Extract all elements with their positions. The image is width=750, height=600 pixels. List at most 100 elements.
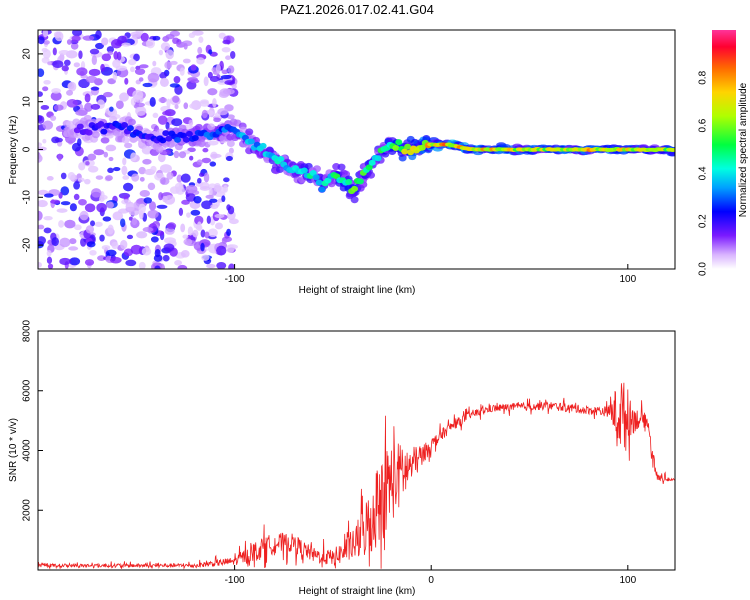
noise-blob: [125, 259, 137, 267]
ridge-core: [356, 178, 364, 185]
noise-blob: [41, 47, 48, 53]
noise-blob: [73, 62, 80, 68]
noise-blob: [72, 30, 83, 37]
ridge-halo: [105, 131, 114, 139]
noise-blob: [147, 209, 159, 219]
noise-blob: [52, 47, 57, 56]
noise-blob: [95, 175, 104, 180]
noise-blob: [226, 114, 235, 120]
noise-blob: [124, 77, 129, 85]
ridge-core: [76, 123, 84, 130]
ridge-core: [100, 128, 108, 135]
ridge-core: [277, 155, 285, 162]
noise-blob: [63, 59, 71, 66]
noise-blob: [139, 190, 151, 197]
noise-blob: [50, 91, 62, 101]
noise-blob: [221, 69, 229, 75]
noise-blob: [89, 249, 97, 256]
noise-blob: [71, 35, 81, 42]
noise-blob: [183, 102, 189, 110]
noise-blob: [221, 195, 226, 203]
noise-blob: [152, 60, 157, 67]
noise-blob: [101, 37, 109, 46]
ridge-core: [174, 136, 182, 143]
noise-blob: [46, 249, 52, 257]
noise-blob: [206, 215, 211, 224]
noise-blob: [174, 104, 179, 110]
noise-blob: [112, 211, 124, 221]
noise-blob: [185, 192, 196, 202]
noise-blob: [178, 207, 184, 217]
noise-blob: [145, 38, 156, 49]
noise-blob: [69, 238, 77, 245]
noise-blob: [217, 108, 229, 116]
snr-ytick-label: 6000: [22, 379, 33, 402]
spectrogram-image: [38, 30, 675, 269]
noise-blob: [107, 224, 114, 235]
noise-blob: [43, 79, 51, 85]
noise-blob: [139, 176, 145, 182]
noise-blob: [98, 196, 105, 202]
noise-blob: [111, 241, 119, 250]
noise-blob: [130, 97, 136, 106]
noise-blob: [231, 84, 237, 89]
noise-blob: [38, 68, 45, 77]
ridge-core: [97, 121, 105, 128]
ridge-halo: [91, 131, 100, 139]
colorbar-gradient: [712, 30, 736, 269]
noise-blob: [101, 245, 111, 250]
noise-blob: [85, 225, 95, 234]
noise-blob: [79, 210, 89, 221]
noise-blob: [201, 109, 208, 119]
noise-blob: [220, 74, 232, 80]
ridge-core: [247, 138, 255, 145]
noise-blob: [84, 93, 91, 103]
noise-blob: [38, 236, 46, 245]
noise-blob: [138, 203, 146, 214]
noise-blob: [201, 254, 210, 261]
noise-blob: [134, 102, 145, 108]
spectrogram-ytick-label: 0: [22, 146, 33, 152]
noise-blob: [107, 167, 114, 174]
noise-blob: [84, 178, 91, 185]
noise-blob: [130, 244, 143, 255]
noise-blob: [122, 157, 127, 166]
noise-blob: [100, 137, 110, 144]
snr-series-line: [38, 382, 675, 570]
noise-blob: [105, 144, 117, 152]
noise-blob: [157, 115, 168, 125]
noise-blob: [221, 237, 228, 244]
noise-blob: [165, 121, 170, 130]
noise-blob: [64, 219, 76, 229]
ridge-core: [404, 143, 412, 150]
noise-blob: [90, 103, 101, 110]
noise-blob: [59, 257, 71, 266]
noise-blob: [73, 193, 80, 201]
noise-blob: [152, 112, 159, 118]
ridge-halo: [207, 123, 216, 131]
noise-blob: [120, 239, 128, 250]
ridge-core: [85, 129, 93, 136]
noise-blob: [230, 50, 236, 59]
noise-blob: [121, 165, 128, 176]
noise-blob: [207, 71, 213, 79]
noise-blob: [160, 42, 171, 51]
noise-blob: [178, 151, 187, 159]
noise-blob: [149, 97, 156, 107]
noise-blob: [138, 77, 144, 82]
noise-blob: [177, 264, 188, 269]
noise-blob: [67, 171, 76, 181]
snr-ytick-label: 8000: [22, 319, 33, 342]
noise-blob: [164, 194, 176, 205]
noise-blob: [60, 201, 71, 206]
noise-blob: [193, 196, 202, 204]
noise-blob: [43, 215, 53, 221]
noise-blob: [38, 262, 42, 268]
noise-blob: [91, 55, 98, 66]
noise-blob: [148, 201, 157, 211]
noise-blob: [60, 172, 67, 180]
noise-blob: [82, 35, 95, 41]
noise-blob: [209, 161, 217, 167]
